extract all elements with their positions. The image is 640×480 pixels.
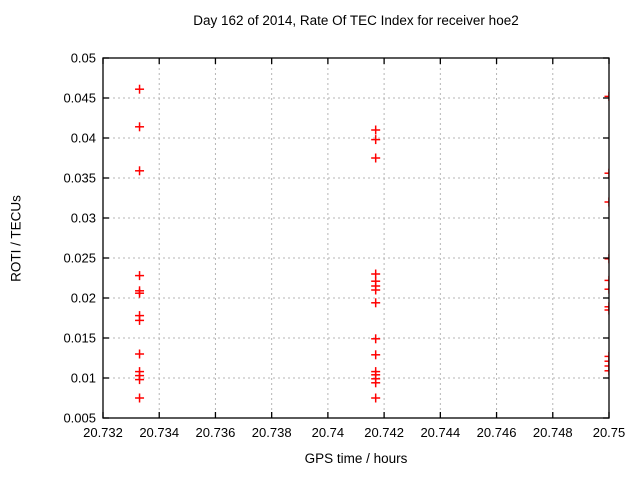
y-tick-labels: 0.005 0.01 0.015 0.02 0.025 0.03 0.035 0.04 0.04… [63,51,96,426]
y-tick-label: 0.03 [71,211,96,226]
data-point [135,271,145,281]
data-point [371,285,381,295]
y-tick-label: 0.015 [63,331,96,346]
x-tick-label: 20.742 [364,425,404,440]
y-tick-label: 0.01 [71,371,96,386]
y-tick-label: 0.02 [71,291,96,306]
data-point [371,350,381,360]
y-tick-label: 0.035 [63,171,96,186]
chart-title: Day 162 of 2014, Rate Of TEC Index for r… [193,13,519,28]
plot-border [102,57,610,419]
x-tick-labels: 20.732 20.734 20.736 20.738 20.74 20.742 20.74… [83,425,625,440]
data-point [135,375,145,385]
x-tick-label: 20.748 [533,425,573,440]
data-point [135,122,145,132]
gridlines [103,58,609,418]
data-point [135,166,145,176]
y-tick-label: 0.05 [71,51,96,66]
data-point [135,393,145,403]
data-point [135,288,145,298]
data-points [135,84,610,403]
data-point [371,298,381,308]
data-point [371,393,381,403]
x-tick-label: 20.75 [593,425,626,440]
y-tick-label: 0.045 [63,91,96,106]
x-axis-title: GPS time / hours [304,451,408,466]
x-tick-label: 20.746 [477,425,517,440]
x-tick-label: 20.744 [420,425,460,440]
x-tick-label: 20.736 [196,425,236,440]
data-point [371,135,381,145]
data-point [371,334,381,344]
x-tick-label: 20.74 [312,425,345,440]
data-point [371,378,381,388]
data-point [135,349,145,359]
y-tick-label: 0.005 [63,411,96,426]
data-point [371,125,381,135]
x-tick-label: 20.734 [139,425,179,440]
data-point [135,315,145,325]
y-tick-label: 0.025 [63,251,96,266]
data-point [371,153,381,163]
x-tick-label: 20.738 [252,425,292,440]
y-tick-label: 0.04 [71,131,96,146]
tick-marks [102,57,610,419]
data-point [135,84,145,94]
x-tick-label: 20.732 [83,425,123,440]
